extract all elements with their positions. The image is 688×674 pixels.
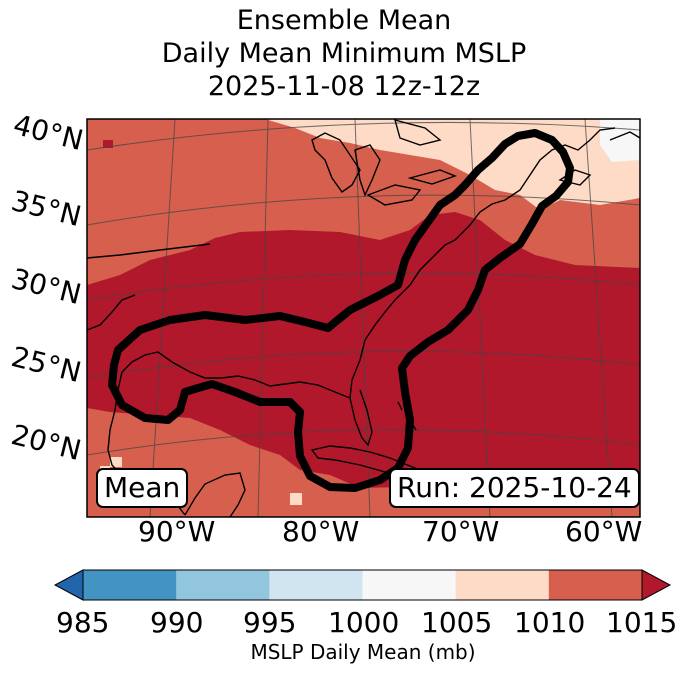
- colorbar-cell: [269, 570, 363, 600]
- colorbar-cell: [548, 570, 643, 600]
- cbar-tick-985: 985: [56, 606, 110, 639]
- colorbar-extend-low: [53, 569, 84, 601]
- cbar-tick-1005: 1005: [421, 606, 493, 639]
- colorbar-label: MSLP Daily Mean (mb): [250, 640, 476, 664]
- colorbar-extend-high: [641, 569, 672, 601]
- colorbar-cell: [362, 570, 457, 600]
- colorbar-cell: [455, 570, 550, 600]
- lon-label-60: 60°W: [565, 515, 643, 548]
- cbar-tick-995: 995: [243, 606, 297, 639]
- chart-title: Ensemble Mean Daily Mean Minimum MSLP 20…: [0, 4, 688, 103]
- mean-badge: Mean: [96, 468, 189, 508]
- cbar-tick-990: 990: [150, 606, 204, 639]
- title-line-3: 2025-11-08 12z-12z: [207, 71, 481, 102]
- min-mslp-contour: [108, 129, 574, 492]
- field-1000-1005: [600, 119, 640, 162]
- colorbar-cell: [83, 570, 177, 600]
- lon-label-70: 70°W: [422, 515, 500, 548]
- lon-label-80: 80°W: [282, 515, 360, 548]
- cbar-tick-1010: 1010: [514, 606, 586, 639]
- title-line-1: Ensemble Mean: [236, 5, 452, 36]
- cbar-tick-1015: 1015: [606, 606, 678, 639]
- lon-label-90: 90°W: [138, 515, 216, 548]
- cbar-tick-1000: 1000: [328, 606, 400, 639]
- run-date-badge: Run: 2025-10-24: [389, 468, 640, 508]
- colorbar-cell: [176, 570, 270, 600]
- map-frame: [86, 118, 641, 518]
- colorbar-frame: [82, 569, 643, 601]
- map-canvas: [86, 118, 641, 518]
- title-line-2: Daily Mean Minimum MSLP: [161, 38, 527, 69]
